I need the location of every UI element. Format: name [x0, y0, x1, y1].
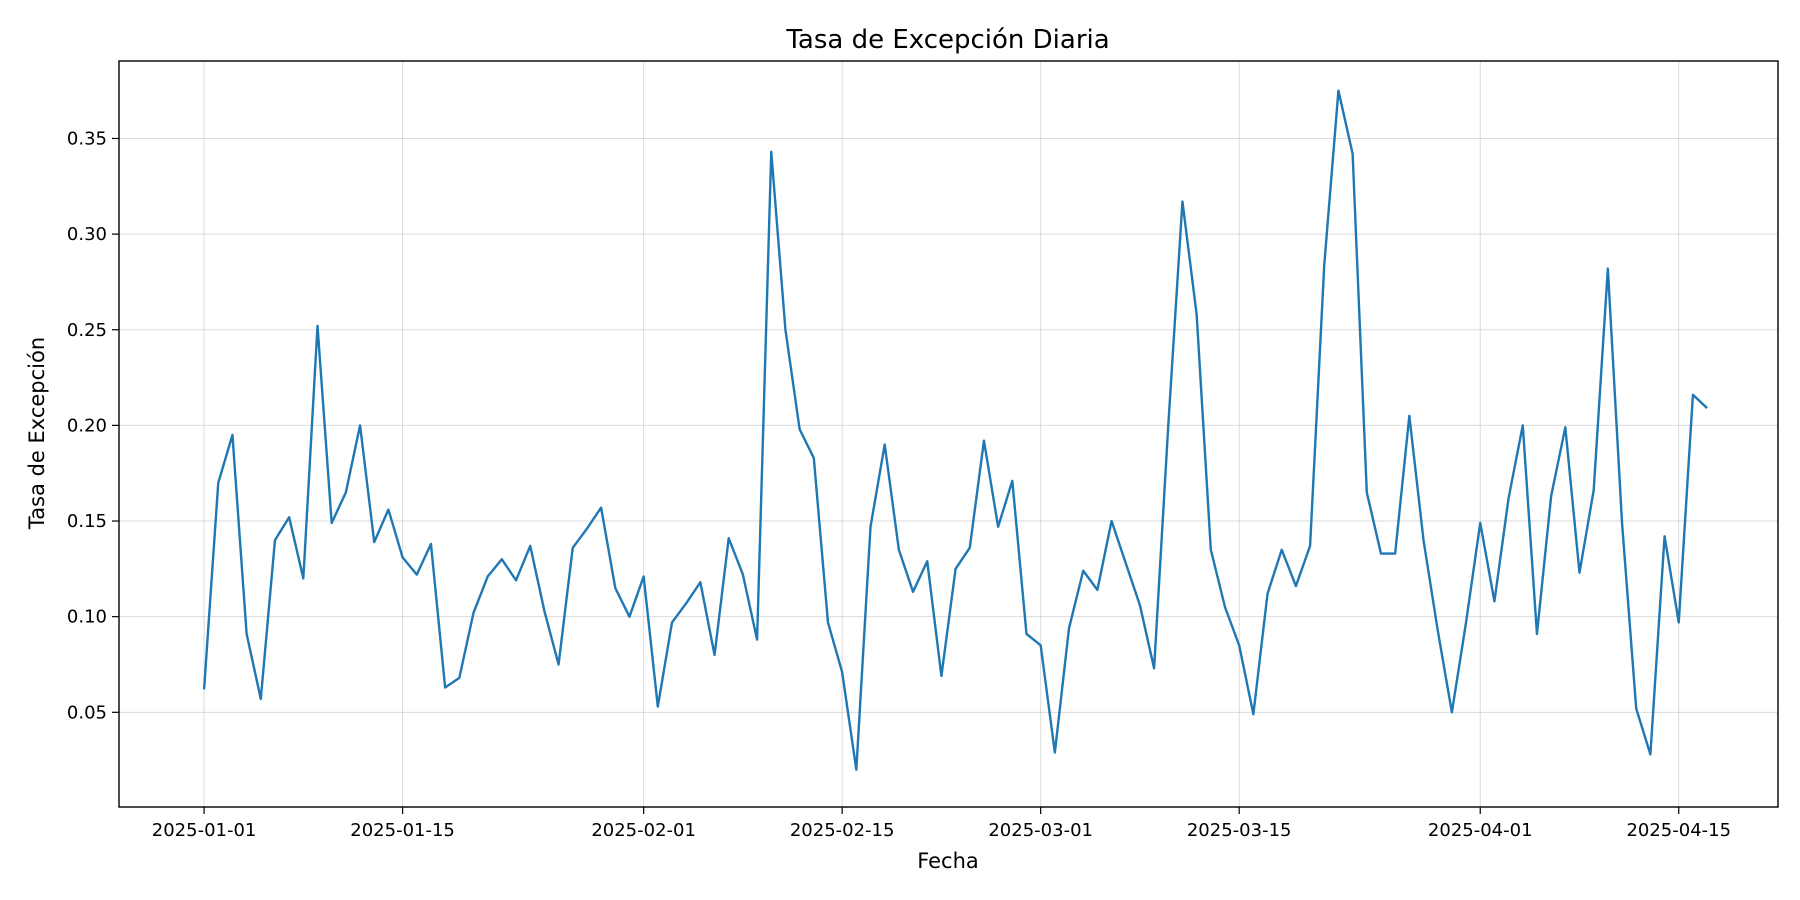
- x-tick-label: 2025-02-01: [591, 820, 696, 841]
- x-tick-label: 2025-01-01: [152, 820, 257, 841]
- x-tick-label: 2025-04-15: [1626, 820, 1731, 841]
- plot-area-frame: [118, 60, 1779, 808]
- y-tick-label: 0.20: [67, 415, 107, 436]
- y-tick-label: 0.35: [67, 128, 107, 149]
- x-tick-label: 2025-04-01: [1428, 820, 1533, 841]
- y-tick-label: 0.15: [67, 511, 107, 532]
- y-tick-label: 0.30: [67, 224, 107, 245]
- x-tick-label: 2025-01-15: [350, 820, 455, 841]
- x-tick-label: 2025-03-01: [988, 820, 1093, 841]
- grid: [119, 61, 1778, 807]
- chart-title: Tasa de Excepción Diaria: [785, 25, 1109, 55]
- axis-ticks: 2025-01-01 2025-01-15 2025-02-01 2025-02-15…: [67, 128, 1731, 841]
- series-line: [202, 89, 1708, 771]
- y-axis-label: Tasa de Excepción: [25, 337, 49, 530]
- y-tick-label: 0.05: [67, 702, 107, 723]
- x-axis-label: Fecha: [917, 849, 979, 873]
- x-tick-label: 2025-02-15: [790, 820, 895, 841]
- y-tick-label: 0.25: [67, 320, 107, 341]
- y-tick-label: 0.10: [67, 607, 107, 628]
- series-layer: [202, 89, 1708, 771]
- x-tick-label: 2025-03-15: [1187, 820, 1292, 841]
